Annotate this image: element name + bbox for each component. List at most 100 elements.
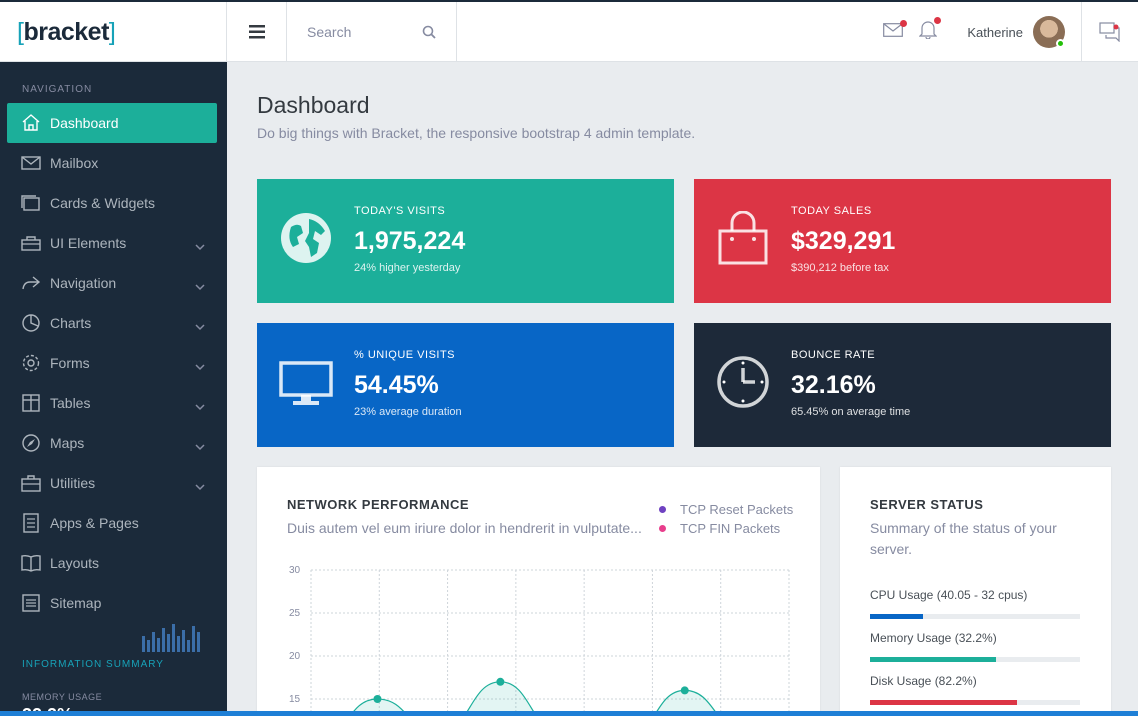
- card-subtext: 24% higher yesterday: [354, 262, 461, 274]
- card-subtext: 23% average duration: [354, 406, 462, 418]
- header-right: Katherine: [875, 2, 1138, 62]
- sidebar-item-navigation[interactable]: Navigation: [7, 263, 217, 303]
- sidebar-item-cards-widgets[interactable]: Cards & Widgets: [7, 183, 217, 223]
- chevron-down-icon[interactable]: [195, 238, 205, 254]
- menu-toggle-button[interactable]: [227, 2, 287, 62]
- mail-icon: [21, 153, 41, 173]
- shopping-bag-icon: [718, 211, 768, 265]
- home-icon: [21, 113, 41, 133]
- chevron-down-icon[interactable]: [195, 438, 205, 454]
- notifications-badge: [934, 17, 942, 24]
- legend-item[interactable]: TCP FIN Packets: [659, 519, 793, 538]
- nav-list: Dashboard Mailbox Cards & Widgets UI Elemen…: [0, 103, 227, 623]
- memory-usage-fill: [870, 657, 996, 662]
- sidebar-item-label: Mailbox: [50, 155, 99, 171]
- data-point: [496, 677, 505, 686]
- list-icon: [21, 593, 41, 613]
- todays-visits-card[interactable]: Today's Visits 1,975,224 24% higher yest…: [257, 179, 674, 303]
- legend-dot-reset: [659, 506, 666, 513]
- sidebar-item-mailbox[interactable]: Mailbox: [7, 143, 217, 183]
- logo-bracket-right: ]: [108, 17, 116, 46]
- page-title: Dashboard: [257, 92, 370, 118]
- legend-item[interactable]: TCP Reset Packets: [659, 500, 793, 519]
- compass-icon: [21, 433, 41, 453]
- bounce-rate-card[interactable]: Bounce Rate 32.16% 65.45% on average tim…: [694, 323, 1111, 447]
- card-value: 1,975,224: [354, 227, 466, 255]
- sidebar-item-tables[interactable]: Tables: [7, 383, 217, 423]
- table-icon: [21, 393, 41, 413]
- memory-usage-label: Memory Usage (32.2%): [870, 631, 997, 645]
- book-icon: [21, 553, 41, 573]
- chevron-down-icon[interactable]: [195, 358, 205, 374]
- card-value: 32.16%: [791, 371, 876, 399]
- chevron-down-icon[interactable]: [195, 278, 205, 294]
- envelope-icon: [883, 22, 904, 37]
- sidebar-item-label: Utilities: [50, 475, 96, 491]
- card-subtext: $390,212 before tax: [791, 262, 889, 274]
- sidebar-item-dashboard[interactable]: Dashboard: [7, 103, 217, 143]
- y-tick-label: 20: [289, 651, 301, 662]
- network-title: Network Performance: [287, 497, 470, 512]
- card-value: $329,291: [791, 227, 896, 255]
- info-summary-label: INFORMATION SUMMARY: [22, 659, 164, 670]
- sidebar-item-label: Forms: [50, 355, 90, 371]
- disk-usage-fill: [870, 700, 1017, 705]
- memory-sparkline: [142, 624, 200, 652]
- sidebar-item-layouts[interactable]: Layouts: [7, 543, 217, 583]
- disk-usage-bar: [870, 700, 1080, 705]
- sidebar-item-apps-pages[interactable]: Apps & Pages: [7, 503, 217, 543]
- data-point: [680, 686, 689, 695]
- notifications-button[interactable]: [918, 17, 942, 44]
- chevron-down-icon[interactable]: [195, 398, 205, 414]
- messages-badge: [900, 19, 908, 27]
- memory-usage-label: MEMORY USAGE: [22, 692, 103, 702]
- unique-visits-card[interactable]: % Unique Visits 54.45% 23% average durat…: [257, 323, 674, 447]
- sidebar: NAVIGATION Dashboard Mailbox Cards & Widge…: [0, 62, 227, 716]
- chat-toggle-button[interactable]: [1081, 2, 1138, 62]
- server-title: Server Status: [870, 497, 984, 512]
- y-tick-label: 25: [289, 608, 301, 619]
- logo-text: bracket: [23, 17, 109, 46]
- chat-icon: [1099, 22, 1120, 42]
- y-tick-label: 30: [289, 565, 301, 576]
- logo[interactable]: [ bracket ]: [0, 2, 227, 62]
- messages-button[interactable]: [883, 19, 908, 42]
- user-name[interactable]: Katherine: [967, 24, 1023, 40]
- avatar[interactable]: [1033, 16, 1065, 48]
- sidebar-item-label: Apps & Pages: [50, 515, 139, 531]
- series-line: [349, 681, 720, 716]
- sidebar-item-label: Tables: [50, 395, 91, 411]
- memory-usage-value: 32.2%: [0, 702, 227, 716]
- sidebar-item-sitemap[interactable]: Sitemap: [7, 583, 217, 623]
- logo-bracket-left: [: [17, 17, 24, 46]
- cards-icon: [21, 193, 41, 213]
- sidebar-item-utilities[interactable]: Utilities: [7, 463, 217, 503]
- chevron-down-icon[interactable]: [195, 478, 205, 494]
- sidebar-item-charts[interactable]: Charts: [7, 303, 217, 343]
- card-label: Today Sales: [791, 205, 872, 217]
- legend-label: TCP FIN Packets: [680, 521, 781, 536]
- card-subtext: 65.45% on average time: [791, 406, 911, 418]
- cpu-usage-label: CPU Usage (40.05 - 32 cpus): [870, 588, 1028, 602]
- chart-legend: TCP Reset Packets TCP FIN Packets: [659, 500, 793, 538]
- search-input[interactable]: [307, 24, 417, 40]
- sidebar-item-label: Layouts: [50, 555, 100, 571]
- card-value: 54.45%: [354, 371, 439, 399]
- pages-icon: [21, 513, 41, 533]
- legend-dot-fin: [659, 525, 666, 532]
- server-status-panel: Server Status Summary of the status of y…: [840, 467, 1111, 716]
- monitor-icon: [279, 361, 333, 405]
- hamburger-icon: [248, 25, 265, 39]
- today-sales-card[interactable]: Today Sales $329,291 $390,212 before tax: [694, 179, 1111, 303]
- sidebar-item-ui-elements[interactable]: UI Elements: [7, 223, 217, 263]
- sidebar-item-label: Dashboard: [50, 115, 119, 131]
- sidebar-item-label: UI Elements: [50, 235, 127, 251]
- data-point: [373, 695, 382, 703]
- gear-icon: [21, 353, 41, 373]
- sidebar-item-maps[interactable]: Maps: [7, 423, 217, 463]
- search-icon[interactable]: [422, 25, 436, 39]
- ui-elements-icon: [21, 233, 41, 253]
- sidebar-item-forms[interactable]: Forms: [7, 343, 217, 383]
- network-chart: 30 25 20 15: [289, 565, 790, 716]
- chevron-down-icon[interactable]: [195, 318, 205, 334]
